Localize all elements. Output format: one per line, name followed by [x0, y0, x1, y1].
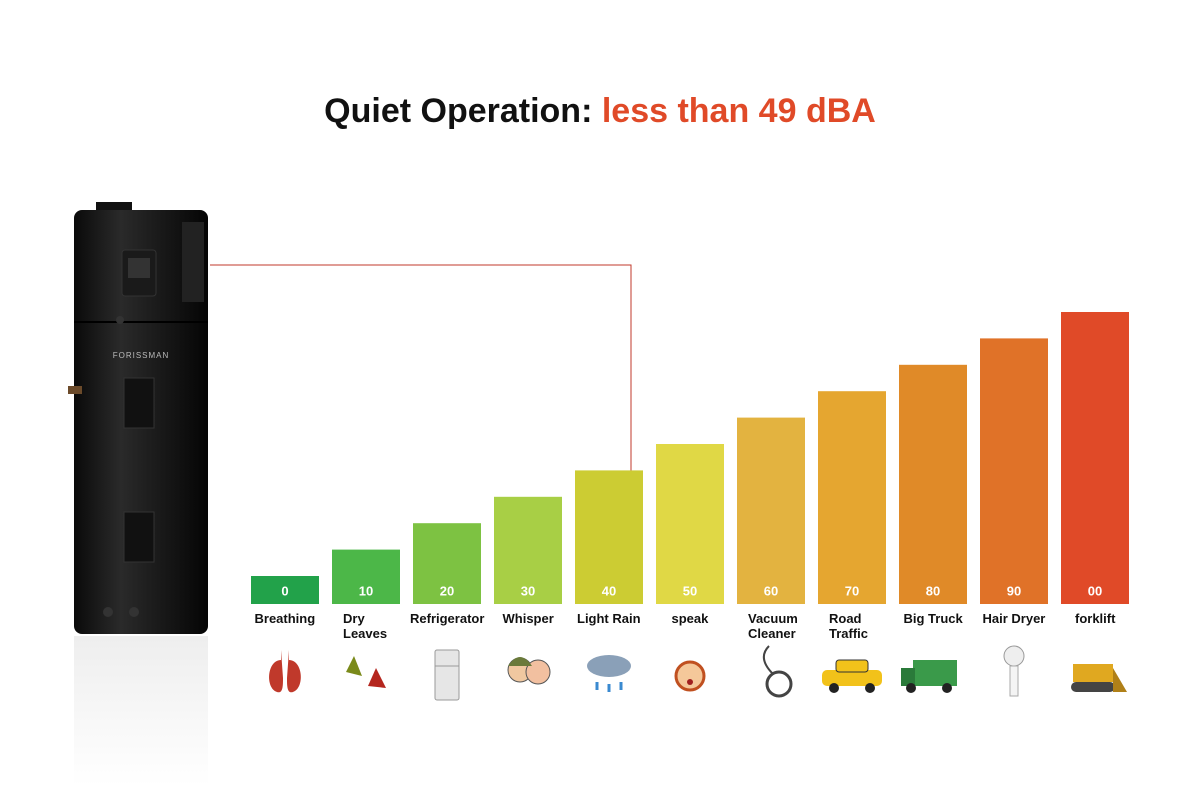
title: Quiet Operation:	[324, 92, 593, 130]
icon	[269, 650, 301, 693]
bar	[656, 444, 724, 604]
value-label: 20	[440, 583, 454, 598]
leader-line	[210, 264, 632, 518]
bar	[575, 470, 643, 604]
bar	[251, 576, 319, 604]
category-label: Light Rain	[577, 611, 641, 626]
value-label: 50	[683, 583, 697, 598]
category-label: Breathing	[254, 611, 316, 626]
value-label: 00	[1088, 583, 1102, 598]
category-label: Dry Leaves	[343, 611, 388, 641]
icon	[901, 660, 957, 693]
value-label: 60	[764, 583, 778, 598]
brand: FORISSMAN	[113, 351, 170, 360]
bar	[899, 364, 967, 604]
category-label: speak	[671, 611, 709, 626]
bar	[737, 417, 805, 604]
icon	[822, 659, 882, 693]
category-label: Whisper	[502, 611, 554, 626]
category-label: Big Truck	[903, 611, 963, 626]
icon	[346, 656, 386, 688]
bar	[494, 496, 562, 604]
category-label: Road Traffic	[829, 611, 869, 641]
icon	[434, 649, 460, 701]
bar	[413, 523, 481, 604]
value-label: 80	[926, 583, 940, 598]
value-label: 90	[1007, 583, 1021, 598]
bar	[818, 391, 886, 604]
category-label: Refrigerator	[410, 611, 485, 626]
bar	[1061, 312, 1129, 604]
icon	[507, 657, 551, 685]
heat-pump	[68, 202, 208, 786]
value-label: 70	[845, 583, 859, 598]
icon	[1003, 645, 1025, 697]
bar	[332, 549, 400, 604]
value-label: 10	[359, 583, 373, 598]
value-label: 30	[521, 583, 535, 598]
category-label: forklift	[1075, 611, 1116, 626]
title-line: Quiet Operation: less than 49 dBA	[0, 92, 1200, 131]
icon	[587, 655, 631, 692]
value-label: 0	[281, 583, 288, 598]
category-label: Vacuum Cleaner	[748, 611, 798, 641]
icon	[762, 645, 793, 698]
category-label: Hair Dryer	[982, 611, 1046, 626]
value-label: 40	[602, 583, 616, 598]
icon	[1071, 664, 1127, 692]
bar	[980, 338, 1048, 604]
subtitle: less than 49 dBA	[601, 92, 876, 130]
icon	[674, 660, 706, 692]
